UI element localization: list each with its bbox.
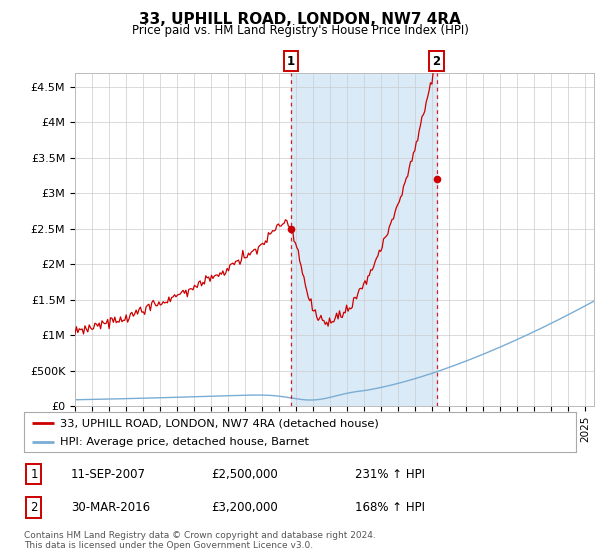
Text: 2: 2 <box>433 55 440 68</box>
Text: HPI: Average price, detached house, Barnet: HPI: Average price, detached house, Barn… <box>60 437 309 446</box>
Text: 11-SEP-2007: 11-SEP-2007 <box>71 468 146 480</box>
Text: Price paid vs. HM Land Registry's House Price Index (HPI): Price paid vs. HM Land Registry's House … <box>131 24 469 37</box>
Text: 33, UPHILL ROAD, LONDON, NW7 4RA (detached house): 33, UPHILL ROAD, LONDON, NW7 4RA (detach… <box>60 418 379 428</box>
Text: 168% ↑ HPI: 168% ↑ HPI <box>355 501 425 514</box>
Text: £3,200,000: £3,200,000 <box>212 501 278 514</box>
Text: £2,500,000: £2,500,000 <box>212 468 278 480</box>
Bar <box>291 73 437 406</box>
Text: 1: 1 <box>30 468 38 480</box>
Text: Contains HM Land Registry data © Crown copyright and database right 2024.
This d: Contains HM Land Registry data © Crown c… <box>24 531 376 550</box>
Text: 30-MAR-2016: 30-MAR-2016 <box>71 501 150 514</box>
Text: 1: 1 <box>287 55 295 68</box>
Text: 33, UPHILL ROAD, LONDON, NW7 4RA: 33, UPHILL ROAD, LONDON, NW7 4RA <box>139 12 461 27</box>
Text: 2: 2 <box>30 501 38 514</box>
Text: 231% ↑ HPI: 231% ↑ HPI <box>355 468 425 480</box>
